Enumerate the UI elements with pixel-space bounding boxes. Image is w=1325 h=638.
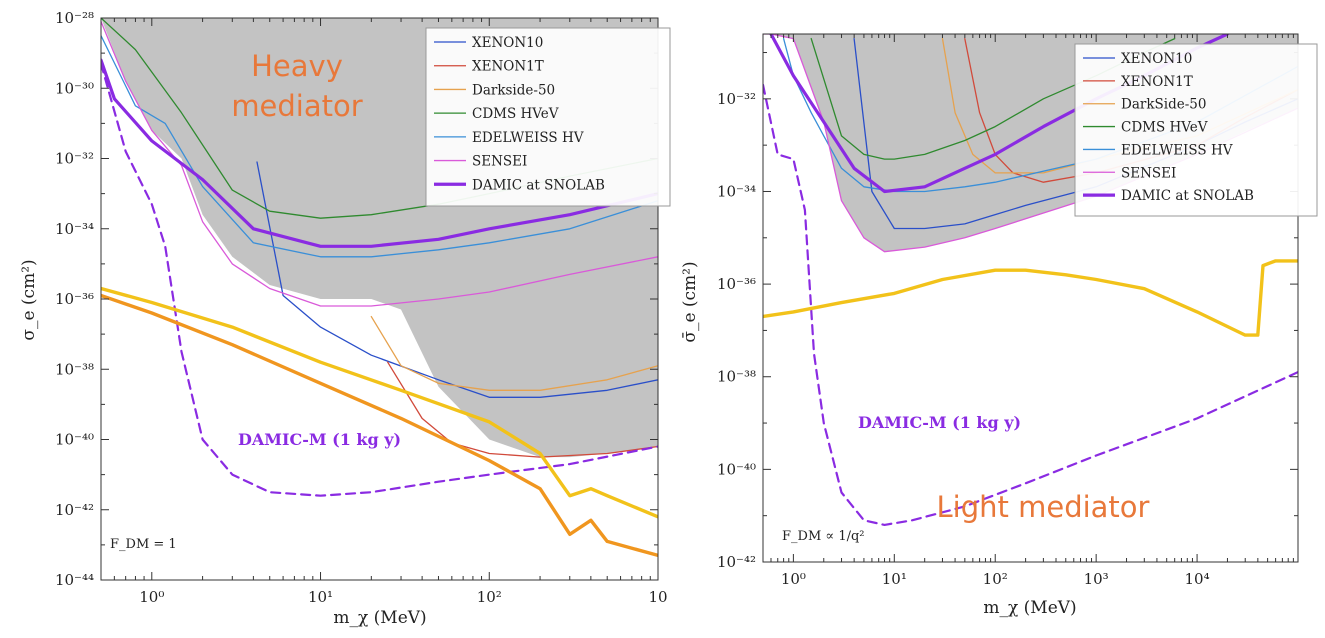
x-tick-label: 10⁰ bbox=[139, 588, 164, 606]
y-tick-label: 10⁻³⁰ bbox=[55, 79, 94, 97]
legend-label-sensei: SENSEI bbox=[1121, 165, 1176, 181]
x-tick-label: 10⁴ bbox=[1185, 570, 1210, 588]
legend: XENON10 XENON1T DarkSide-50 CDMS HVeV EDELWE… bbox=[1074, 43, 1318, 217]
legend-label-darkside-50: Darkside-50 bbox=[472, 82, 555, 98]
y-tick-label: 10⁻³⁸ bbox=[55, 360, 94, 378]
legend-box bbox=[1074, 43, 1318, 217]
y-tick-label: 10⁻³⁴ bbox=[717, 182, 756, 200]
mediator-label: Heavy bbox=[251, 49, 343, 83]
damic-m-annotation: DAMIC-M (1 kg y) bbox=[238, 430, 401, 449]
form-factor-annotation: F_DM ∝ 1/q² bbox=[782, 529, 865, 544]
x-tick-label: 10¹ bbox=[308, 588, 333, 606]
left-panel-heavy-mediator: 10⁰ 10¹ 10² 10 10⁻²⁸ 10⁻³⁰ 10⁻³² 10⁻³⁴ 10⁻³⁶ 10⁻³… bbox=[19, 9, 671, 628]
x-tick-label: 10³ bbox=[1084, 570, 1109, 588]
mediator-label: mediator bbox=[231, 89, 362, 123]
series-damic-m-1-kg-y bbox=[101, 62, 658, 497]
x-axis-label: m_χ (MeV) bbox=[983, 598, 1076, 618]
series-sensei bbox=[101, 20, 658, 307]
series-damic-m-1-kg-y bbox=[763, 83, 1298, 526]
legend-label-xenon1t: XENON1T bbox=[472, 59, 544, 75]
legend-label-darkside-50: DarkSide-50 bbox=[1121, 97, 1206, 113]
y-axis-label: σ_e (cm²) bbox=[19, 259, 39, 340]
y-axis: 10⁻²⁸ 10⁻³⁰ 10⁻³² 10⁻³⁴ 10⁻³⁶ 10⁻³⁸ 10⁻⁴⁰ 10⁻⁴²… bbox=[55, 9, 658, 589]
legend-label-xenon1t: XENON1T bbox=[1121, 74, 1193, 90]
x-tick-label: 10⁰ bbox=[781, 570, 806, 588]
damic-m-annotation: DAMIC-M (1 kg y) bbox=[858, 413, 1021, 432]
series-xenon10 bbox=[256, 161, 658, 398]
x-axis: 10⁰ 10¹ 10² 10³ 10⁴ bbox=[762, 34, 1299, 588]
legend-label-xenon10: XENON10 bbox=[1121, 51, 1192, 67]
legend-label-cdms-hvev: CDMS HVeV bbox=[1121, 120, 1208, 136]
series-freeze-in-yellow-line bbox=[101, 286, 658, 519]
y-axis-label: σ̄_e (cm²) bbox=[680, 261, 700, 342]
series-darkside-50 bbox=[370, 315, 658, 391]
y-tick-label: 10⁻⁴⁰ bbox=[55, 431, 94, 449]
y-tick-label: 10⁻²⁸ bbox=[55, 9, 94, 27]
form-factor-annotation: F_DM = 1 bbox=[110, 537, 177, 552]
legend-label-edelweiss-hv: EDELWEISS HV bbox=[1121, 142, 1233, 158]
y-axis: 10⁻³² 10⁻³⁴ 10⁻³⁶ 10⁻³⁸ 10⁻⁴⁰ 10⁻⁴² bbox=[717, 52, 1298, 571]
y-tick-label: 10⁻³² bbox=[717, 90, 756, 108]
series-damic-at-snolab bbox=[101, 58, 658, 248]
y-tick-label: 10⁻³² bbox=[55, 150, 94, 168]
series-edelweiss-hv bbox=[101, 34, 658, 258]
x-axis-label: m_χ (MeV) bbox=[333, 608, 426, 628]
x-tick-label: 10 bbox=[648, 588, 667, 606]
legend-label-damic-at-snolab: DAMIC at SNOLAB bbox=[472, 177, 605, 193]
series-xenon1t bbox=[387, 361, 658, 458]
y-tick-label: 10⁻⁴⁰ bbox=[717, 460, 756, 478]
y-tick-label: 10⁻³⁴ bbox=[55, 220, 94, 238]
legend-label-sensei: SENSEI bbox=[472, 154, 527, 170]
x-tick-label: 10¹ bbox=[882, 570, 907, 588]
y-tick-label: 10⁻³⁶ bbox=[55, 290, 94, 308]
y-tick-label: 10⁻³⁶ bbox=[717, 275, 756, 293]
right-panel-light-mediator: 10⁰ 10¹ 10² 10³ 10⁴ 10⁻³² 10⁻³⁴ 10⁻³⁶ 10⁻³⁸ 10⁻⁴⁰… bbox=[680, 33, 1318, 618]
legend-label-damic-at-snolab: DAMIC at SNOLAB bbox=[1121, 188, 1254, 204]
legend-label-xenon10: XENON10 bbox=[472, 35, 543, 51]
series-freeze-in-orange-line bbox=[101, 293, 658, 558]
y-tick-label: 10⁻⁴² bbox=[55, 501, 94, 519]
y-tick-label: 10⁻³⁸ bbox=[717, 368, 756, 386]
legend-label-cdms-hvev: CDMS HVeV bbox=[472, 106, 559, 122]
series-freeze-in-yellow-line bbox=[763, 259, 1298, 337]
x-tick-label: 10² bbox=[983, 570, 1008, 588]
x-axis: 10⁰ 10¹ 10² 10 bbox=[100, 18, 668, 606]
plot-frame bbox=[762, 33, 1299, 563]
y-tick-label: 10⁻⁴⁴ bbox=[55, 571, 94, 589]
legend-box bbox=[425, 27, 671, 207]
x-tick-label: 10² bbox=[477, 588, 502, 606]
mediator-label: Light mediator bbox=[937, 490, 1150, 524]
y-tick-label: 10⁻⁴² bbox=[717, 553, 756, 571]
legend-label-edelweiss-hv: EDELWEISS HV bbox=[472, 130, 584, 146]
legend: XENON10 XENON1T Darkside-50 CDMS HVeV EDELWE… bbox=[425, 27, 671, 207]
